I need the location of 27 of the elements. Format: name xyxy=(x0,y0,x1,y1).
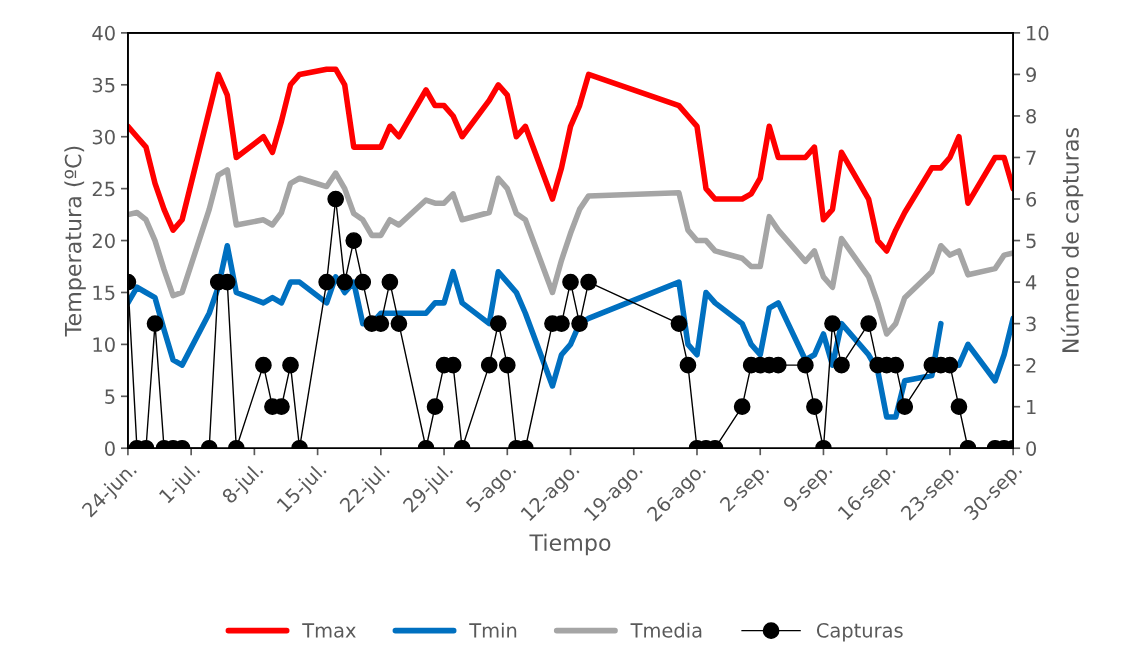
y-tick-label: 5 xyxy=(105,389,115,404)
y2-tick-label: 2 xyxy=(1026,358,1036,373)
y2-tick-label: 10 xyxy=(1027,25,1049,41)
y-tick-label: 10 xyxy=(93,337,115,353)
x-axis-title: Tiempo xyxy=(529,533,611,556)
y2-tick-label: 0 xyxy=(1026,441,1037,456)
y-tick-label: 30 xyxy=(92,129,115,145)
y2-tick-label: 5 xyxy=(1026,233,1036,249)
legend-label: Capturas xyxy=(816,623,903,642)
y-tick-label: 40 xyxy=(92,25,115,41)
y-tick-label: 15 xyxy=(93,285,115,301)
y2-tick-label: 7 xyxy=(1026,150,1036,165)
y2-tick-label: 6 xyxy=(1026,191,1037,207)
y-tick-label: 0 xyxy=(105,441,115,456)
y2-tick-label: 1 xyxy=(1027,399,1036,415)
y-tick-label: 35 xyxy=(92,77,115,93)
legend-label: Tmedia xyxy=(630,622,702,638)
y2-tick-label: 4 xyxy=(1025,275,1037,290)
y-tick-label: 25 xyxy=(92,181,115,197)
legend-label: Tmin xyxy=(469,622,517,638)
y2-tick-label: 8 xyxy=(1026,108,1036,124)
y2-axis-title: Número de capturas xyxy=(1060,128,1084,352)
y-axis-title: Temperatura (ºC) xyxy=(64,146,86,337)
legend-label: Tmax xyxy=(302,623,356,638)
y2-tick-label: 9 xyxy=(1026,67,1036,83)
y2-tick-label: 3 xyxy=(1026,316,1036,332)
y-tick-label: 20 xyxy=(92,233,115,249)
